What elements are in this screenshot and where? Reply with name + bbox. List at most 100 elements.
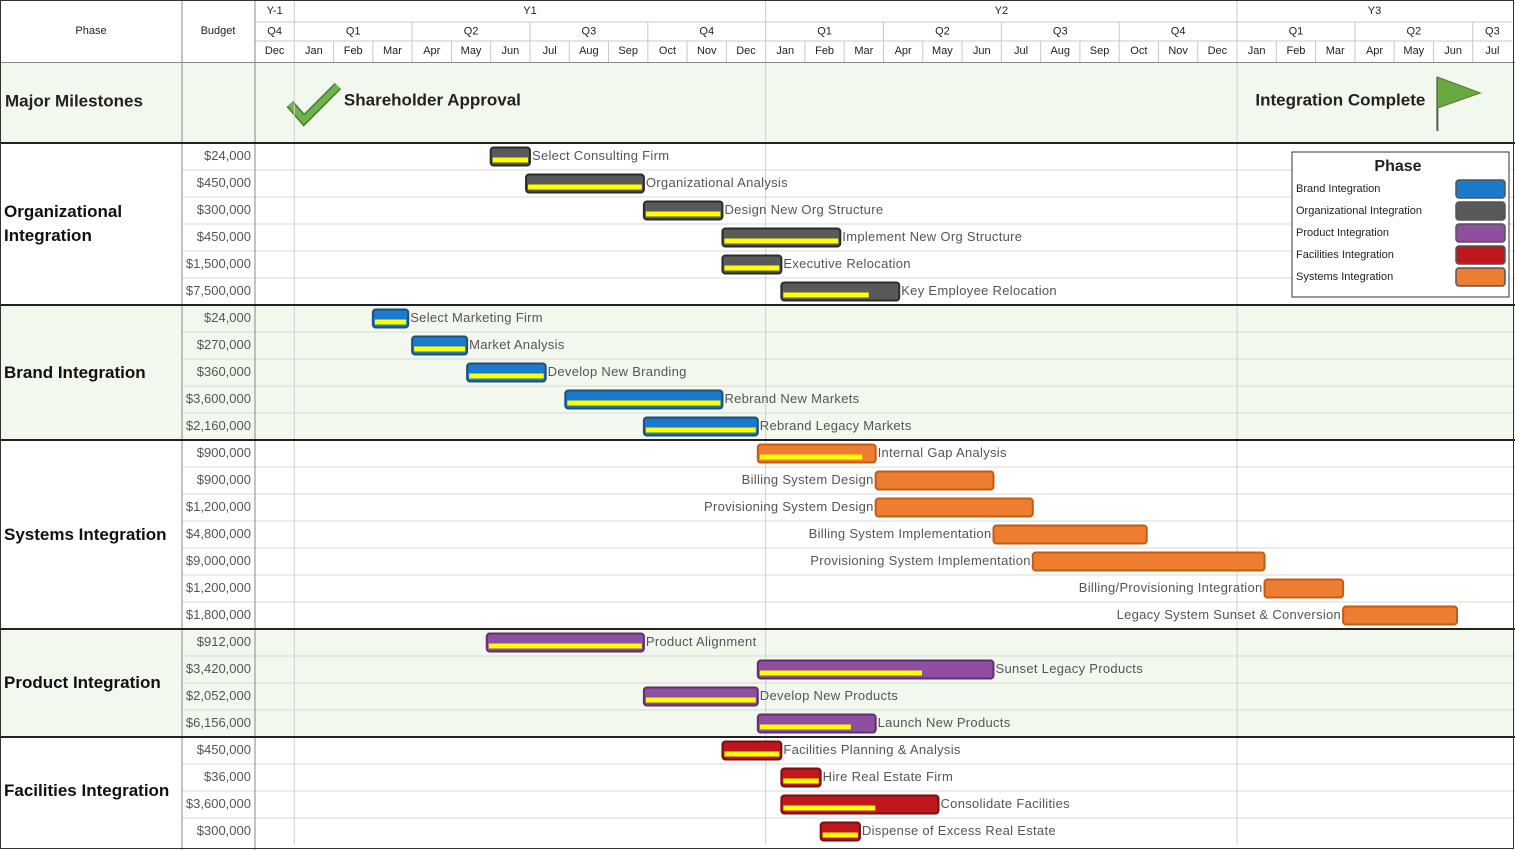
task-bar xyxy=(780,767,822,788)
budget-label: $900,000 xyxy=(197,472,251,487)
task-label: Billing System Design xyxy=(742,472,874,487)
phase-label-box: Facilities Integration xyxy=(4,781,169,800)
task-bar xyxy=(721,740,783,761)
task-label: Key Employee Relocation xyxy=(901,283,1057,298)
task-label: Product Alignment xyxy=(646,634,757,649)
task-bar xyxy=(721,227,842,248)
task-bar xyxy=(411,335,469,356)
month-label: Sep xyxy=(618,45,638,57)
quarter-label: Q2 xyxy=(935,25,950,37)
task-bar xyxy=(642,200,724,221)
year-label: Y2 xyxy=(995,5,1008,17)
legend-swatch xyxy=(1455,223,1506,243)
phase-label-box: Systems Integration xyxy=(4,524,167,544)
milestone-title: Major Milestones xyxy=(5,91,143,110)
task-label: Develop New Products xyxy=(760,688,898,703)
progress-bar xyxy=(414,346,466,352)
task-bar xyxy=(485,632,645,653)
task-bar xyxy=(489,146,531,167)
budget-label: $24,000 xyxy=(204,148,251,163)
progress-bar xyxy=(822,832,858,838)
progress-bar xyxy=(783,292,869,298)
task-bar xyxy=(642,416,759,437)
month-label: Dec xyxy=(1208,45,1228,57)
task-label: Hire Real Estate Firm xyxy=(823,769,954,784)
month-label: Feb xyxy=(815,45,834,57)
budget-label: $300,000 xyxy=(197,823,251,838)
month-label: Jan xyxy=(776,45,794,57)
task-bar xyxy=(756,659,995,680)
budget-label: $1,800,000 xyxy=(186,607,251,622)
month-label: Dec xyxy=(736,45,756,57)
month-label: Mar xyxy=(383,45,402,57)
task-label: Organizational Analysis xyxy=(646,175,788,190)
progress-bar xyxy=(645,427,756,433)
progress-bar xyxy=(783,778,819,784)
month-label: Apr xyxy=(423,45,440,57)
phase-label: Product Integration xyxy=(4,673,161,692)
budget-label: $270,000 xyxy=(197,337,251,352)
budget-column-header: Budget xyxy=(201,25,236,37)
month-label: Dec xyxy=(265,45,285,57)
task-label: Select Consulting Firm xyxy=(532,148,669,163)
progress-bar xyxy=(567,400,721,406)
progress-bar xyxy=(759,724,851,730)
task-bar xyxy=(642,686,759,707)
month-label: Nov xyxy=(697,45,717,57)
month-label: Jun xyxy=(501,45,519,57)
legend-swatch xyxy=(1455,201,1506,221)
budget-label: $450,000 xyxy=(197,229,251,244)
month-label: Mar xyxy=(1326,45,1345,57)
month-label: Apr xyxy=(1366,45,1383,57)
budget-label: $6,156,000 xyxy=(186,715,251,730)
milestone-band xyxy=(0,63,1515,143)
month-label: Nov xyxy=(1168,45,1188,57)
task-label: Design New Org Structure xyxy=(724,202,883,217)
progress-bar xyxy=(645,211,721,217)
progress-bar xyxy=(759,670,922,676)
task-bar xyxy=(780,281,901,302)
quarter-label: Q4 xyxy=(267,25,282,37)
task-bar xyxy=(525,173,645,194)
quarter-label: Q4 xyxy=(1171,25,1186,37)
budget-label: $9,000,000 xyxy=(186,553,251,568)
budget-label: $36,000 xyxy=(204,769,251,784)
budget-label: $912,000 xyxy=(197,634,251,649)
month-label: Jul xyxy=(1485,45,1499,57)
task-bar xyxy=(466,362,547,383)
task-label: Internal Gap Analysis xyxy=(878,445,1007,460)
budget-label: $1,500,000 xyxy=(186,256,251,271)
month-label: Sep xyxy=(1090,45,1110,57)
quarter-label: Q3 xyxy=(1053,25,1068,37)
quarter-label: Q3 xyxy=(1485,25,1500,37)
task-label: Provisioning System Implementation xyxy=(810,553,1030,568)
progress-bar xyxy=(783,805,876,811)
task-label: Provisioning System Design xyxy=(704,499,874,514)
task-label: Billing System Implementation xyxy=(809,526,992,541)
phase-label: Systems Integration xyxy=(4,524,167,544)
progress-bar xyxy=(374,319,407,325)
phase-label: Organizational Integration xyxy=(4,202,123,245)
phase-column-header: Phase xyxy=(75,25,106,37)
month-label: Mar xyxy=(854,45,873,57)
budget-label: $1,200,000 xyxy=(186,499,251,514)
task-bar xyxy=(1342,605,1459,626)
task-label: Consolidate Facilities xyxy=(940,796,1070,811)
budget-label: $300,000 xyxy=(197,202,251,217)
quarter-label: Q1 xyxy=(817,25,832,37)
budget-label: $1,200,000 xyxy=(186,580,251,595)
quarter-label: Q2 xyxy=(464,25,479,37)
task-bar xyxy=(819,821,861,842)
budget-label: $7,500,000 xyxy=(186,283,251,298)
progress-bar xyxy=(488,643,642,649)
month-label: Jan xyxy=(1248,45,1266,57)
year-label: Y3 xyxy=(1368,5,1381,17)
budget-label: $2,052,000 xyxy=(186,688,251,703)
task-bar xyxy=(721,254,783,275)
month-label: Feb xyxy=(1286,45,1305,57)
legend-swatch xyxy=(1455,267,1506,287)
budget-label: $900,000 xyxy=(197,445,251,460)
budget-label: $3,600,000 xyxy=(186,796,251,811)
milestone-label: Integration Complete xyxy=(1255,90,1425,109)
